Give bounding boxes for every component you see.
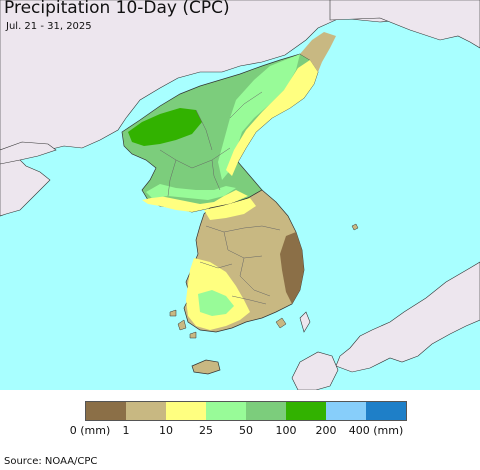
legend-tick-100: 100 xyxy=(275,424,297,437)
kyushu-landmass xyxy=(291,351,339,390)
legend-swatch-25-50 xyxy=(206,402,246,420)
legend-tick-25: 25 xyxy=(199,424,213,437)
map-title: Precipitation 10-Day (CPC) xyxy=(4,0,230,18)
legend-tick-10: 10 xyxy=(159,424,173,437)
nk-band-10 xyxy=(226,60,318,176)
sk-band-0 xyxy=(280,232,304,304)
tsushima-island xyxy=(299,311,311,333)
russia-landmass xyxy=(329,0,480,49)
ullung-island xyxy=(351,223,359,231)
source-credit: Source: NOAA/CPC xyxy=(4,456,98,467)
legend-tick-0: 0 (mm) xyxy=(69,424,111,437)
jeju-island xyxy=(191,359,221,375)
map-canvas xyxy=(0,0,480,390)
liaodong-peninsula xyxy=(0,141,57,165)
legend-swatch-0-1 xyxy=(86,402,126,420)
sk-province-lines xyxy=(199,225,281,305)
legend-tick-400: 400 (mm) xyxy=(348,424,404,437)
legend-swatch-200-400 xyxy=(326,402,366,420)
legend-tick-50: 50 xyxy=(239,424,253,437)
legend-swatch-100-200 xyxy=(286,402,326,420)
nk-band-25 xyxy=(218,54,300,180)
west-islands xyxy=(169,309,287,339)
nk-band-100 xyxy=(128,108,202,146)
legend-tick-200: 200 xyxy=(315,424,337,437)
sk-band-25-sw xyxy=(198,290,234,316)
precipitation-map: Precipitation 10-Day (CPC) Jul. 21 - 31,… xyxy=(0,0,480,390)
legend-color-bar xyxy=(85,401,407,421)
nk-province-lines xyxy=(159,91,263,197)
legend-swatch-400-plus xyxy=(366,402,406,420)
legend-swatch-50-100 xyxy=(246,402,286,420)
nk-band-1-ne xyxy=(300,32,336,72)
legend-swatch-10-25 xyxy=(166,402,206,420)
date-range-label: Jul. 21 - 31, 2025 xyxy=(6,21,92,32)
nk-west-25 xyxy=(146,184,236,200)
sk-band-10-nw xyxy=(204,198,256,220)
legend-swatch-1-10 xyxy=(126,402,166,420)
legend-tick-1: 1 xyxy=(122,424,130,437)
china-landmass xyxy=(0,0,480,217)
nk-west-coast-10 xyxy=(142,190,248,212)
